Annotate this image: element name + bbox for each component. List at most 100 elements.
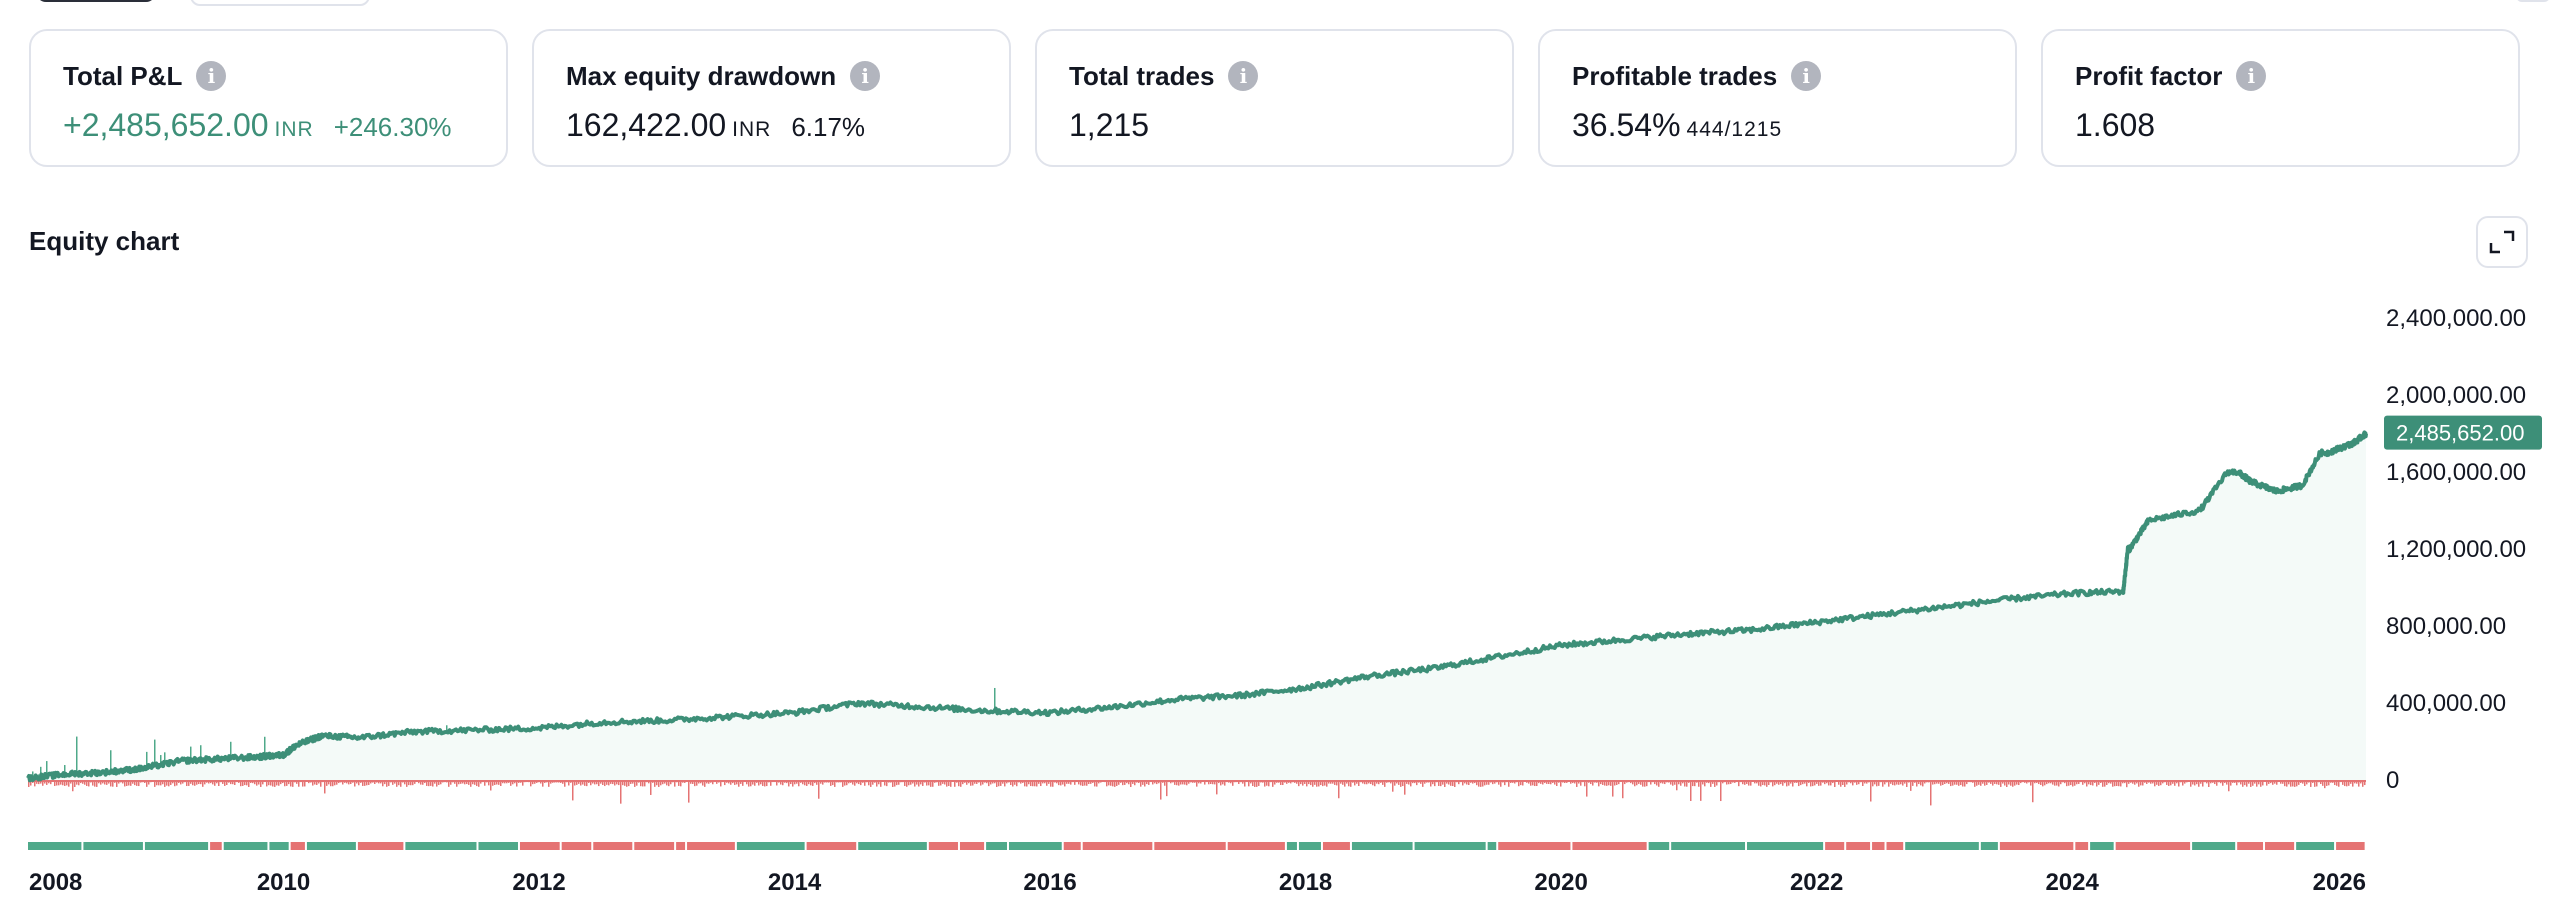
info-icon[interactable]: i (196, 61, 227, 91)
pnl-bar (550, 782, 552, 784)
pnl-bar (2072, 782, 2074, 787)
pnl-bar (1734, 782, 1736, 783)
pnl-bar (328, 782, 330, 785)
pnl-bar (428, 782, 430, 787)
pnl-bar (1392, 782, 1394, 792)
pnl-bar (1016, 782, 1018, 787)
pnl-bar (778, 782, 780, 783)
pnl-bar (720, 782, 722, 787)
outcome-segment (2115, 842, 2191, 850)
pnl-bar (2362, 782, 2364, 787)
pnl-bar (464, 782, 466, 785)
pnl-bar (1052, 782, 1054, 787)
pnl-bar (898, 782, 900, 785)
pnl-bar (34, 782, 36, 787)
fullscreen-button[interactable] (2476, 216, 2528, 268)
info-icon[interactable]: i (1228, 61, 1259, 91)
pnl-bar (456, 782, 458, 787)
pnl-bar (1088, 782, 1090, 785)
pnl-bar (1902, 782, 1904, 786)
pnl-bar (862, 782, 864, 783)
pnl-bar (1512, 782, 1514, 783)
pnl-bar (1810, 782, 1812, 787)
pnl-bar (1476, 782, 1478, 786)
top-tab-active[interactable] (36, 0, 156, 2)
pnl-bar (1176, 782, 1178, 786)
pnl-bar (996, 782, 998, 787)
pnl-bar (430, 782, 432, 786)
pnl-bar (1050, 782, 1052, 787)
pnl-bar (1200, 782, 1202, 784)
pnl-bar (2102, 782, 2104, 787)
pnl-bar (2240, 782, 2242, 785)
pnl-bar (280, 782, 282, 785)
pnl-bar (1916, 782, 1918, 787)
pnl-bar (1208, 782, 1210, 785)
pnl-bar (342, 782, 344, 785)
pnl-bar (1024, 782, 1026, 787)
pnl-bar (2124, 782, 2126, 784)
pnl-bar (2234, 782, 2236, 783)
pnl-bar (498, 782, 500, 785)
pnl-bar (1604, 782, 1606, 786)
pnl-bar (1794, 782, 1796, 783)
pnl-bar (1990, 782, 1992, 784)
pnl-bar (1800, 782, 1802, 786)
pnl-bar (1444, 782, 1446, 787)
pnl-bar (1646, 782, 1648, 787)
pnl-bar (1720, 782, 1722, 802)
pnl-bar (1874, 782, 1876, 785)
pnl-bar (2130, 782, 2132, 783)
pnl-bar (1130, 782, 1132, 787)
pnl-bar (1780, 782, 1782, 785)
pnl-bar (202, 782, 204, 787)
pnl-bar (1784, 782, 1786, 784)
pnl-bar (2332, 782, 2334, 783)
pnl-bar (1182, 782, 1184, 785)
pnl-bar (1340, 782, 1342, 784)
pnl-bar (2336, 782, 2338, 786)
pnl-bar (1188, 782, 1190, 784)
pnl-bar (2220, 782, 2222, 784)
pnl-bar (1870, 782, 1872, 802)
pnl-bar (1136, 782, 1138, 783)
outcome-segment (269, 842, 289, 850)
pnl-bar (510, 782, 512, 786)
pnl-bar (224, 782, 226, 786)
pnl-bar (1700, 782, 1702, 801)
info-icon[interactable]: i (1791, 61, 1822, 91)
outcome-segment (1498, 842, 1571, 850)
pnl-bar (104, 782, 106, 785)
y-tick-label: 1,200,000.00 (2386, 536, 2526, 563)
pnl-bar (1432, 782, 1434, 785)
pnl-bar (1782, 782, 1784, 786)
pnl-bar (1214, 782, 1216, 785)
pnl-bar (2354, 782, 2356, 784)
info-icon[interactable]: i (2236, 61, 2267, 91)
pnl-bar (586, 782, 588, 787)
pnl-bar (2184, 782, 2186, 784)
top-corner-control[interactable] (2516, 0, 2550, 2)
pnl-bar (1950, 782, 1952, 787)
pnl-bar (1790, 782, 1792, 784)
pnl-bar (520, 782, 522, 783)
pnl-bar (1964, 782, 1966, 787)
pnl-bar (2036, 782, 2038, 783)
pnl-bar (1426, 782, 1428, 783)
pnl-bar (100, 782, 102, 785)
top-tab[interactable] (190, 0, 370, 6)
pnl-bar (884, 782, 886, 786)
pnl-bar (650, 782, 652, 795)
outcome-segment (2090, 842, 2114, 850)
pnl-bar (1262, 782, 1264, 783)
pnl-bar (2116, 782, 2118, 786)
pnl-bar (1726, 782, 1728, 785)
pnl-bar (378, 782, 380, 784)
pnl-bar (1320, 782, 1322, 786)
pnl-bar (1114, 782, 1116, 787)
pnl-bar (978, 782, 980, 783)
pnl-bar (1956, 782, 1958, 785)
info-icon[interactable]: i (850, 61, 881, 91)
pnl-bar (408, 782, 410, 786)
pnl-bar (922, 782, 924, 786)
